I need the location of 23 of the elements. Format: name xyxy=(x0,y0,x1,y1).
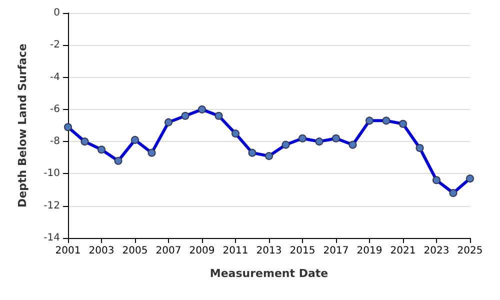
x-tick-label: 2019 xyxy=(356,246,382,256)
y-axis-title: Depth Below Land Surface xyxy=(16,44,29,208)
x-tick-label: 2015 xyxy=(290,246,316,256)
x-tick-label: 2021 xyxy=(390,246,416,256)
x-tick-label: 2005 xyxy=(122,246,148,256)
x-tick-label: 2023 xyxy=(424,246,450,256)
y-tick-label: -4 xyxy=(50,72,60,83)
y-tick-label: 0 xyxy=(54,8,60,18)
y-tick-label: -10 xyxy=(44,168,60,180)
x-tick-label: 2003 xyxy=(88,246,114,256)
y-tick-label: -2 xyxy=(50,40,60,51)
x-tick-label: 2013 xyxy=(256,246,282,256)
x-axis-title: Measurement Date xyxy=(210,267,328,280)
x-tick-label: 2007 xyxy=(156,246,182,256)
y-tick-label: -12 xyxy=(44,200,60,212)
x-tick-label: 2001 xyxy=(55,246,81,256)
x-tick-label: 2009 xyxy=(189,246,215,256)
x-tick-label: 2011 xyxy=(222,246,248,256)
y-tick-label: -6 xyxy=(50,104,60,115)
y-tick-label: -8 xyxy=(50,136,60,148)
y-tick-label: -14 xyxy=(44,232,60,244)
x-tick-label: 2017 xyxy=(323,246,349,256)
x-tick-label: 2025 xyxy=(457,246,483,256)
